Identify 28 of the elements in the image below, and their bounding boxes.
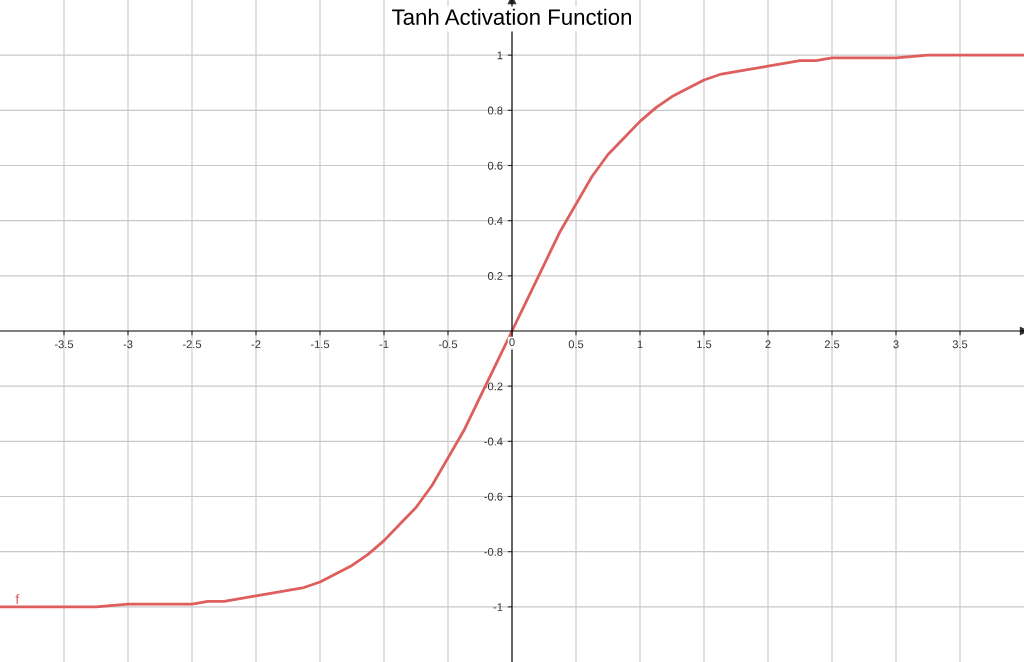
- x-tick-label: -3.5: [54, 340, 74, 349]
- x-tick-label: 1.5: [697, 340, 712, 349]
- x-tick-label: 0: [509, 338, 515, 347]
- chart-title: Tanh Activation Function: [392, 8, 632, 25]
- y-tick-label: 0.2: [487, 272, 503, 280]
- x-tick-label: 2: [765, 340, 771, 349]
- x-tick-label: -1.5: [310, 340, 330, 349]
- x-tick-label: -2.5: [182, 340, 202, 349]
- annotation: f: [15, 593, 20, 604]
- y-tick-label: 0.8: [487, 106, 503, 115]
- y-tick-label: -0.4: [484, 437, 503, 446]
- x-tick-label: -2: [251, 340, 261, 349]
- x-tick-label: 3: [893, 340, 899, 349]
- y-tick-label: -1: [493, 603, 503, 611]
- y-tick-label: 1: [497, 51, 503, 60]
- y-tick-label: -0.6: [484, 492, 503, 501]
- x-tick-label: 1: [637, 340, 643, 349]
- y-tick-label: -0.8: [484, 547, 503, 556]
- x-tick-label: -3: [123, 340, 133, 349]
- x-tick-label: 0.5: [568, 340, 584, 349]
- x-tick-label: 3.5: [952, 340, 968, 349]
- x-tick-label: -1: [379, 340, 389, 349]
- x-tick-label: -0.5: [438, 340, 458, 349]
- y-tick-label: 0.6: [487, 161, 503, 170]
- x-tick-label: 2.5: [824, 340, 840, 349]
- y-tick-label: -0.2: [484, 382, 503, 391]
- y-tick-label: 0.4: [487, 216, 503, 225]
- line-series: [0, 53, 1024, 609]
